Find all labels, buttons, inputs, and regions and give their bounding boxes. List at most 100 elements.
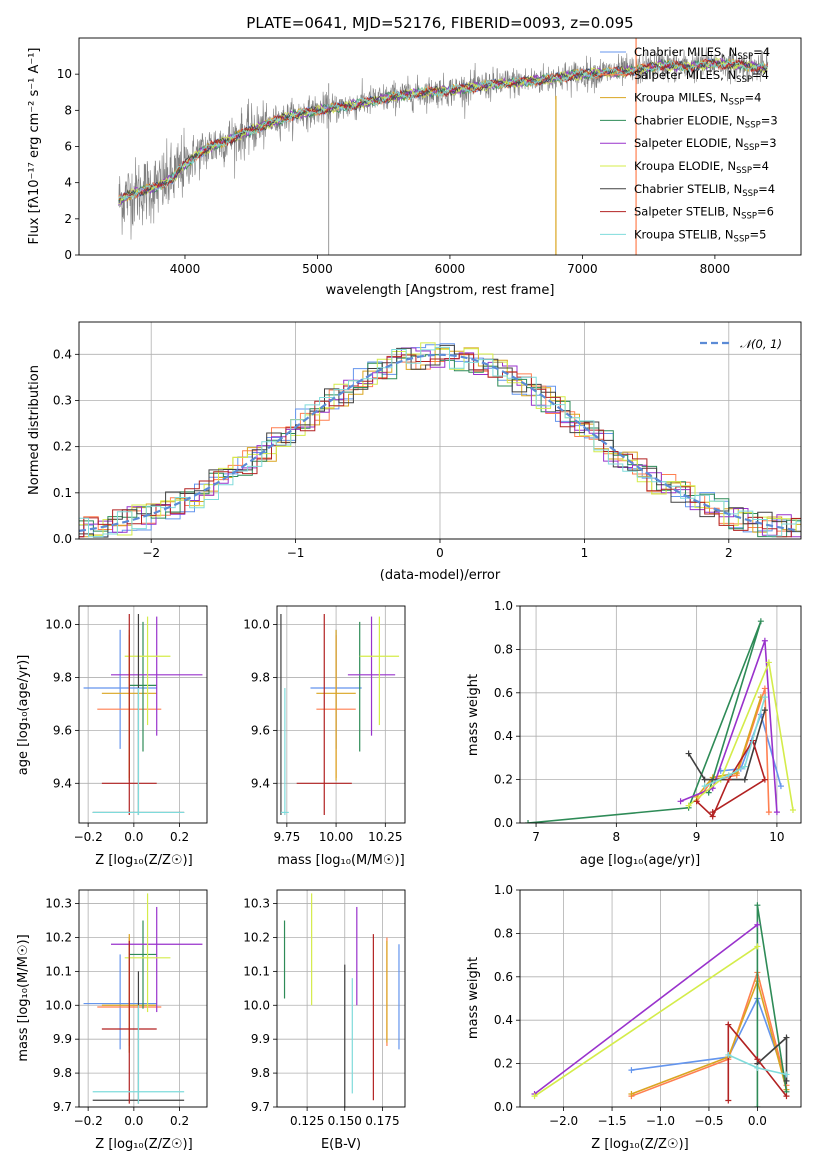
mass-vs-ebv-frame [276, 889, 406, 1108]
age-vs-mass-xlabel: mass [log₁₀(M/M☉)] [277, 853, 404, 868]
age-vs-z-grid [79, 606, 207, 823]
residuals-ytick-label: 0.4 [53, 347, 72, 361]
mass-weight-vs-age-point-marker [709, 809, 716, 816]
mass-weight-vs-age-ytick-label: 0.0 [494, 816, 513, 830]
mass-weight-vs-age-point-marker [761, 776, 768, 783]
mass-weight-vs-z-point-marker [783, 1071, 790, 1078]
mass-weight-vs-age-point-marker [761, 685, 768, 692]
mass-weight-vs-z-plot-area [531, 902, 790, 1107]
legend-label: Salpeter ELODIE, NSSP=3 [634, 136, 777, 153]
mass-vs-ebv-panel: E(B-V) 0.125 0.150 0.175 9.7 9.8 9.9 10.0 10.1 1… [243, 889, 406, 1152]
mass-weight-vs-age-series-line [688, 659, 794, 811]
mass-weight-vs-z-ytick-label: 0.8 [494, 926, 513, 940]
mass-weight-vs-age-point-marker [693, 798, 700, 805]
age-vs-mass-plot-area [280, 613, 400, 816]
mass-weight-vs-age-xtick-label: 10 [769, 830, 784, 844]
mass-weight-vs-age-point-marker [761, 694, 768, 701]
spectrum-ytick-label: 10 [57, 67, 72, 81]
mass-weight-vs-z-point-marker [783, 1077, 790, 1084]
mass-weight-vs-age-series-line [696, 738, 766, 818]
spectrum-xtick-label: 8000 [700, 262, 731, 276]
age-vs-z-xtick-label: −0.2 [74, 830, 103, 844]
mass-weight-vs-age-xtick-label: 7 [532, 830, 540, 844]
spectrum-ytick-label: 0 [64, 248, 72, 262]
residuals-panel: (data-model)/error Normed distribution −… [27, 321, 802, 583]
mass-vs-ebv-ytick-label: 10.0 [243, 998, 270, 1012]
spectrum-model-trace [118, 58, 768, 201]
residual-histogram [79, 346, 801, 538]
mass-weight-vs-age-point-marker [757, 618, 764, 625]
mass-weight-vs-age-point-marker [741, 763, 748, 770]
residuals-legend: 𝒩(0, 1) [700, 337, 782, 351]
mass-weight-vs-age-point-marker [701, 783, 708, 790]
spectrum-plot-area [118, 38, 769, 255]
spectrum-ticks: 4000 5000 6000 7000 8000 0 2 4 6 8 10 [57, 67, 730, 276]
age-vs-mass-panel: mass [log₁₀(M/M☉)] 9.75 10.00 10.259.49.69… [243, 605, 406, 868]
residual-histogram [79, 354, 801, 538]
legend-label: Salpeter MILES, NSSP=4 [634, 68, 769, 85]
residuals-frame [78, 321, 802, 540]
mass-weight-vs-age-point-marker [677, 798, 684, 805]
legend-label: Kroupa STELIB, NSSP=5 [634, 227, 766, 244]
mass-vs-z-ytick-label: 9.8 [53, 1066, 72, 1080]
mass-weight-vs-z-frame [519, 889, 802, 1108]
mass-weight-vs-age-xtick-label: 8 [613, 830, 621, 844]
age-vs-mass-xtick-label: 10.00 [319, 830, 353, 844]
mass-vs-z-plot-area [83, 893, 203, 1104]
residuals-ytick-label: 0.0 [53, 532, 72, 546]
mass-weight-vs-z-point-marker [725, 1021, 732, 1028]
mass-vs-ebv-xtick-label: 0.175 [365, 1114, 399, 1128]
mass-weight-vs-z-xtick-label: 0.0 [748, 1114, 767, 1128]
spectrum-xtick-label: 4000 [170, 262, 201, 276]
mass-vs-z-frame [78, 889, 208, 1108]
mass-weight-vs-z-xtick-label: −1.0 [646, 1114, 675, 1128]
mass-weight-vs-age-point-marker [789, 806, 796, 813]
mass-weight-vs-z-point-marker [754, 921, 761, 928]
mass-vs-ebv-ytick-label: 9.9 [251, 1032, 270, 1046]
age-vs-z-plot-area [83, 613, 203, 816]
age-vs-z-ytick-label: 9.6 [53, 723, 72, 737]
mass-weight-vs-age-point-marker [761, 707, 768, 714]
mass-weight-vs-age-xlabel: age [log₁₀(age/yr)] [580, 853, 701, 868]
residuals-ytick-label: 0.3 [53, 393, 72, 407]
age-vs-z-panel: Z [log₁₀(Z/Z☉)] age [log₁₀(age/yr)] −0.2… [16, 605, 208, 868]
age-vs-mass-ytick-label: 9.8 [251, 670, 270, 684]
mass-vs-ebv-grid [277, 890, 405, 1108]
mass-weight-vs-age-point-marker [741, 776, 748, 783]
mass-weight-vs-z-point-marker [754, 1064, 761, 1071]
residual-histogram [79, 353, 801, 538]
mass-weight-vs-age-series-line [680, 640, 778, 813]
mass-vs-ebv-ytick-label: 10.2 [243, 930, 270, 944]
mass-weight-vs-age-point-marker [773, 809, 780, 816]
mass-vs-ebv-ytick-label: 9.7 [251, 1100, 270, 1114]
mass-weight-vs-age-point-marker [765, 809, 772, 816]
age-vs-z-ticks: −0.2 0.0 0.2 9.4 9.6 9.8 10.0 [45, 618, 189, 844]
age-vs-z-frame [78, 605, 208, 824]
mass-weight-vs-age-point-marker [777, 783, 784, 790]
mass-vs-z-ylabel: mass [log₁₀(M/M☉)] [16, 934, 31, 1061]
mass-weight-vs-age-ytick-label: 0.4 [494, 729, 513, 743]
legend-label: Kroupa MILES, NSSP=4 [634, 91, 761, 108]
legend-label: Kroupa ELODIE, NSSP=4 [634, 159, 769, 176]
mass-weight-vs-z-series-line [727, 1022, 788, 1101]
residuals-ytick-label: 0.2 [53, 440, 72, 454]
mass-weight-vs-age-ylabel: mass weight [466, 674, 481, 756]
age-vs-z-xtick-label: 0.2 [170, 830, 189, 844]
mass-weight-vs-z-xtick-label: −1.5 [597, 1114, 626, 1128]
mass-weight-vs-z-ticks: −2.0 −1.5 −1.0 −0.5 0.0 0.0 0.2 0.4 0.6 0.8 1.0 [494, 883, 767, 1128]
mass-vs-ebv-ytick-label: 10.1 [243, 964, 270, 978]
mass-weight-vs-z-ytick-label: 0.0 [494, 1100, 513, 1114]
mass-vs-z-xtick-label: 0.2 [170, 1114, 189, 1128]
legend-label: Chabrier ELODIE, NSSP=3 [634, 113, 778, 130]
spectrum-title: PLATE=0641, MJD=52176, FIBERID=0093, z=0… [246, 14, 633, 32]
spectrum-ytick-label: 6 [64, 140, 72, 154]
mass-weight-vs-z-point-marker [754, 902, 761, 909]
mass-vs-ebv-xtick-label: 0.125 [290, 1114, 324, 1128]
mass-vs-z-xtick-label: 0.0 [124, 1114, 143, 1128]
mass-weight-vs-z-ytick-label: 0.4 [494, 1013, 513, 1027]
mass-weight-vs-z-point-marker [725, 1097, 732, 1104]
mass-vs-ebv-plot-area [283, 893, 400, 1107]
mass-vs-z-ytick-label: 10.2 [45, 930, 72, 944]
mass-weight-vs-z-xlabel: Z [log₁₀(Z/Z☉)] [591, 1137, 688, 1152]
